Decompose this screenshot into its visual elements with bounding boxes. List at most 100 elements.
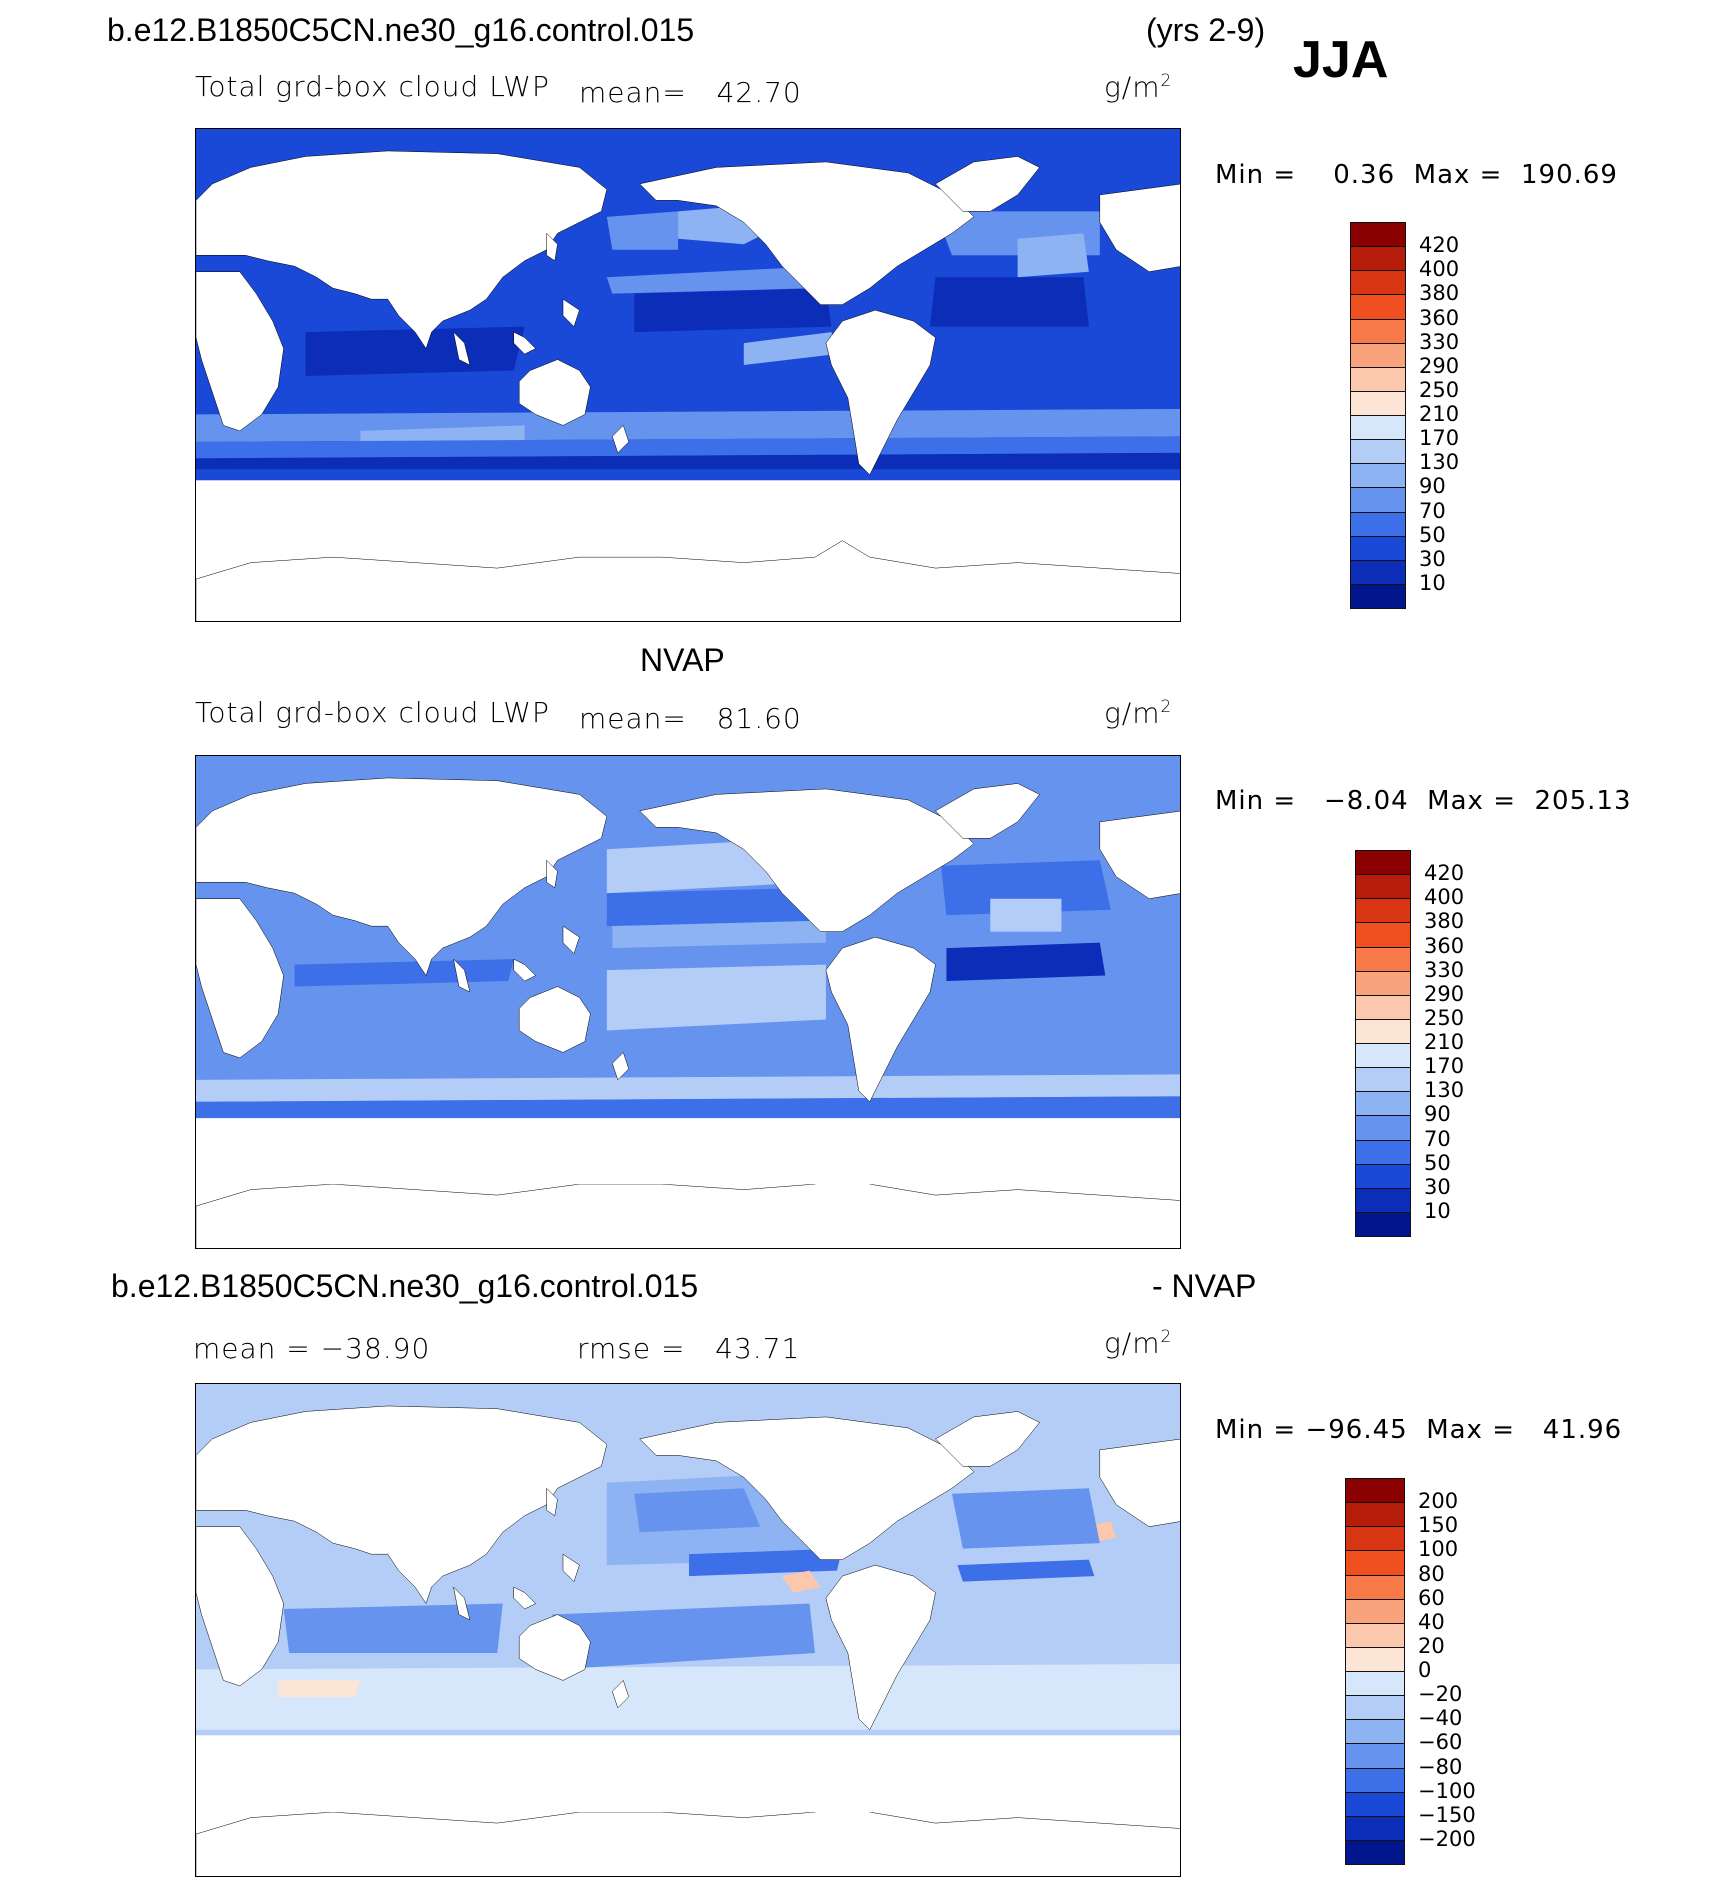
years-label: (yrs 2-9) — [1146, 12, 1266, 48]
panel3-mean: mean = −38.90 — [193, 1332, 431, 1365]
contour-region — [196, 1074, 1180, 1102]
land-mass — [453, 959, 469, 992]
colorbar-swatch — [1350, 511, 1406, 537]
land-mass — [514, 959, 536, 981]
colorbar-swatch — [1345, 1598, 1405, 1624]
colorbar-swatch — [1355, 1163, 1411, 1189]
contour-region — [634, 288, 832, 333]
world-map-model — [196, 129, 1180, 621]
colorbar-swatch — [1350, 390, 1406, 416]
colorbar-tick-label: 330 — [1419, 329, 1460, 354]
panel3-title-right: - NVAP — [1152, 1268, 1257, 1304]
colorbar-swatch — [1345, 1574, 1405, 1600]
colorbar-tick-label: 170 — [1424, 1054, 1465, 1079]
panel1-minmax: Min = 0.36 Max = 190.69 — [1215, 160, 1618, 190]
colorbar-tick-label: −60 — [1418, 1730, 1463, 1755]
panel2-title: NVAP — [640, 642, 725, 678]
colorbar-tick-label: 420 — [1424, 861, 1465, 886]
colorbar-swatch — [1345, 1671, 1405, 1697]
contour-region — [743, 332, 837, 366]
colorbar-tick-label: 130 — [1424, 1078, 1465, 1103]
panel2-variable: Total grd-box cloud LWP — [195, 696, 550, 729]
map-panel-model — [195, 128, 1181, 622]
panel2-minmax: Min = −8.04 Max = 205.13 — [1215, 786, 1632, 816]
land-mass — [612, 1680, 628, 1707]
land-mass — [519, 1615, 590, 1681]
colorbar-tick-label: 90 — [1419, 474, 1446, 499]
colorbar-tick-label: 400 — [1419, 257, 1460, 282]
contour-region — [196, 1663, 1180, 1730]
panel2-units: g/m2 — [1104, 696, 1173, 730]
world-map-obs — [196, 756, 1180, 1248]
colorbar-swatch — [1350, 270, 1406, 296]
colorbar-swatch — [1355, 946, 1411, 972]
colorbar-swatch — [1355, 994, 1411, 1020]
contour-region — [930, 277, 1089, 327]
colorbar-tick-label: 130 — [1419, 450, 1460, 475]
contour-region — [278, 1680, 361, 1697]
colorbar-tick-label: 90 — [1424, 1102, 1451, 1127]
colorbar-tick-label: −200 — [1418, 1826, 1476, 1851]
colorbar-diff: 200 150 100 80 60 40 20 0 −20 −40 −60 −80 −100 −150 −2… — [1345, 1478, 1476, 1865]
colorbar-tick-label: 0 — [1418, 1658, 1432, 1682]
panel1-units: g/m2 — [1104, 70, 1173, 104]
land-mass — [514, 332, 536, 354]
contour-region — [196, 1096, 1180, 1119]
colorbar-swatch — [1355, 874, 1411, 900]
colorbar-swatch — [1355, 1187, 1411, 1213]
colorbar-swatch — [1345, 1743, 1405, 1769]
colorbar-tick-label: 380 — [1424, 909, 1465, 934]
missing-data-band — [196, 1118, 1180, 1185]
colorbar-swatch — [1350, 583, 1406, 609]
colorbar-tick-label: 30 — [1419, 546, 1446, 571]
land-mass — [196, 272, 284, 431]
map-panel-obs — [195, 755, 1181, 1249]
contour-region — [196, 452, 1180, 470]
colorbar-tick-label: 420 — [1419, 233, 1460, 258]
colorbar-tick-label: 330 — [1424, 957, 1465, 982]
colorbar-swatch — [1350, 559, 1406, 585]
colorbar-tick-label: 360 — [1424, 933, 1465, 958]
colorbar-swatch — [1350, 439, 1406, 465]
colorbar-swatch — [1355, 1211, 1411, 1237]
land-mass — [196, 1406, 607, 1604]
land-mass — [196, 1527, 284, 1686]
land-mass — [563, 1554, 579, 1581]
panel3-minmax: Min = −96.45 Max = 41.96 — [1215, 1415, 1623, 1445]
land-mass — [936, 783, 1040, 838]
colorbar-tick-label: 10 — [1419, 570, 1446, 595]
colorbar-tick-label: −80 — [1418, 1754, 1463, 1779]
land-mass — [936, 1411, 1040, 1466]
colorbar-tick-label: −20 — [1418, 1682, 1463, 1707]
colorbar-swatch — [1350, 463, 1406, 489]
contour-region — [196, 436, 1180, 459]
colorbar-swatch — [1345, 1791, 1405, 1817]
colorbar-tick-label: 100 — [1418, 1537, 1459, 1562]
colorbar-swatch — [1355, 1067, 1411, 1093]
missing-data-band — [196, 1746, 1180, 1813]
colorbar-tick-label: 400 — [1424, 885, 1465, 910]
contour-region — [946, 942, 1106, 982]
land-mass — [936, 156, 1040, 211]
contour-region — [940, 860, 1111, 916]
land-mass — [563, 299, 579, 326]
colorbar-tick-label: 50 — [1424, 1150, 1451, 1175]
colorbar-tick-label: 70 — [1424, 1126, 1451, 1151]
contour-region — [305, 326, 525, 376]
colorbar-swatch — [1355, 1018, 1411, 1044]
land-mass — [826, 937, 936, 1102]
contour-region — [606, 211, 679, 250]
land-mass — [453, 1587, 469, 1620]
world-map-diff — [196, 1384, 1180, 1876]
colorbar-tick-label: 290 — [1424, 981, 1465, 1006]
land-mass — [640, 789, 974, 932]
contour-region — [196, 408, 1180, 442]
land-mass — [612, 425, 628, 452]
contour-region — [606, 887, 821, 927]
colorbar-swatch — [1350, 366, 1406, 392]
colorbar-tick-label: 40 — [1418, 1609, 1445, 1634]
colorbar-swatch — [1350, 487, 1406, 513]
colorbar-swatch — [1355, 1139, 1411, 1165]
case-title: b.e12.B1850C5CN.ne30_g16.control.015 — [107, 12, 695, 48]
land-mass — [1100, 184, 1180, 272]
